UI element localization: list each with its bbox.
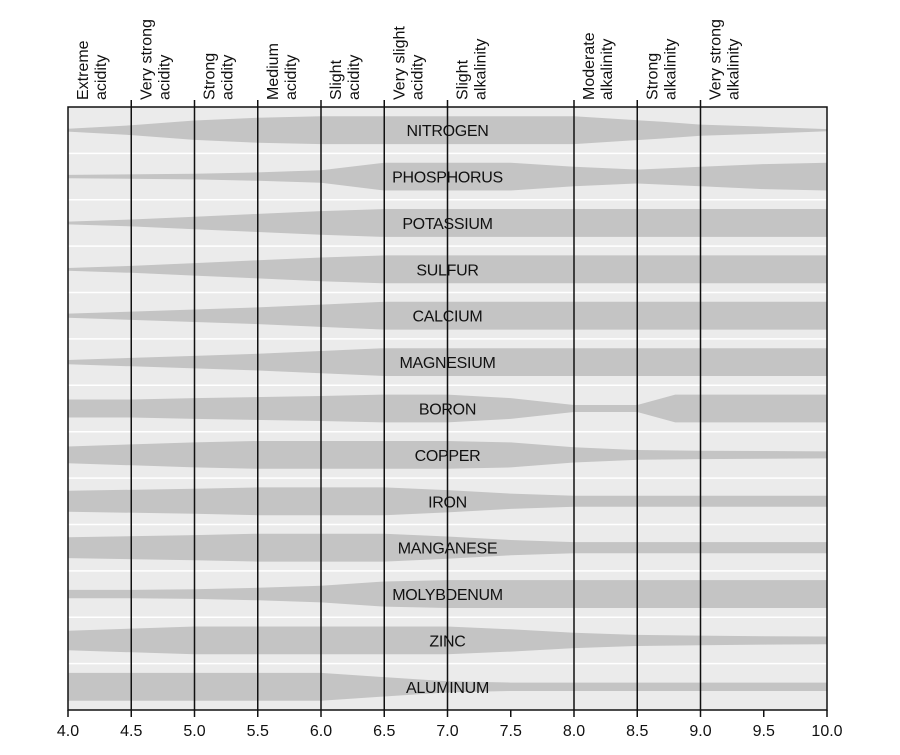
label-nitrogen: NITROGEN	[406, 123, 488, 140]
category-label-line: Very strong	[708, 19, 725, 100]
x-tick-label: 7.5	[500, 723, 522, 740]
label-phosphorus: PHOSPHORUS	[392, 170, 503, 187]
category-label-line: Very strong	[138, 19, 155, 100]
category-label-line: acidity	[283, 55, 300, 100]
category-label-very-slight-acidity: Very slight acidity	[391, 26, 426, 100]
category-label-strong-alkalinity: Strong alkalinity	[644, 39, 679, 100]
x-tick-label: 6.5	[373, 723, 395, 740]
category-label-line: alkalinity	[599, 39, 616, 100]
category-label-line: Medium	[265, 43, 282, 100]
category-label-line: Moderate	[581, 32, 598, 100]
label-molybdenum: MOLYBDENUM	[392, 587, 503, 604]
label-copper: COPPER	[415, 448, 481, 465]
category-label-line: Slight	[455, 59, 472, 100]
x-tick-label: 4.0	[57, 723, 79, 740]
category-label-moderate-alkalinity: Moderate alkalinity	[581, 32, 616, 100]
nutrient-labels: NITROGEN PHOSPHORUS POTASSIUM SULFUR CALCIUM…	[392, 123, 503, 697]
category-label-line: Very slight	[391, 26, 408, 100]
category-label-line: acidity	[156, 55, 173, 100]
category-label-strong-acidity: Strong acidity	[202, 53, 237, 100]
category-label-line: alkalinity	[726, 39, 743, 100]
label-boron: BORON	[419, 402, 476, 419]
category-label-line: alkalinity	[473, 39, 490, 100]
category-label-line: Slight	[328, 59, 345, 100]
label-zinc: ZINC	[429, 633, 465, 650]
category-label-medium-acidity: Medium acidity	[265, 43, 300, 100]
category-label-line: acidity	[346, 55, 363, 100]
category-label-line: Strong	[202, 53, 219, 100]
ph-category-labels: Extreme acidity Very strong acidity Strong ac…	[75, 19, 743, 100]
x-tick-label: 8.5	[626, 723, 648, 740]
category-label-very-strong-alkalinity: Very strong alkalinity	[708, 19, 743, 100]
label-aluminum: ALUMINUM	[406, 680, 489, 697]
label-magnesium: MAGNESIUM	[400, 355, 496, 372]
vertical-grid-lines	[130, 100, 702, 710]
x-tick-label: 10.0	[811, 723, 842, 740]
x-tick-label: 5.0	[183, 723, 205, 740]
x-tick-label: 4.5	[120, 723, 142, 740]
x-axis-tick-labels: 4.0 4.5 5.0 5.5 6.0 6.5 7.0 7.5 8.0 8.5 9.0 9.5 10.0	[57, 723, 843, 740]
label-calcium: CALCIUM	[413, 309, 483, 326]
label-potassium: POTASSIUM	[402, 216, 492, 233]
category-label-extreme-acidity: Extreme acidity	[75, 40, 110, 100]
x-tick-label: 5.5	[247, 723, 269, 740]
x-tick-label: 9.5	[753, 723, 775, 740]
x-tick-label: 9.0	[689, 723, 711, 740]
category-label-slight-alkalinity: Slight alkalinity	[455, 39, 490, 100]
x-tick-label: 7.0	[436, 723, 458, 740]
label-iron: IRON	[428, 494, 467, 511]
x-tick-label: 8.0	[563, 723, 585, 740]
category-label-very-strong-acidity: Very strong acidity	[138, 19, 173, 100]
x-tick-label: 6.0	[310, 723, 332, 740]
category-label-line: acidity	[409, 55, 426, 100]
category-label-line: Strong	[644, 53, 661, 100]
category-label-line: acidity	[220, 55, 237, 100]
category-label-line: alkalinity	[662, 39, 679, 100]
category-label-line: Extreme	[75, 40, 92, 100]
label-manganese: MANGANESE	[398, 541, 498, 558]
category-label-slight-acidity: Slight acidity	[328, 55, 363, 100]
x-axis-ticks	[67, 710, 828, 717]
label-sulfur: SULFUR	[416, 262, 478, 279]
category-label-line: acidity	[93, 55, 110, 100]
